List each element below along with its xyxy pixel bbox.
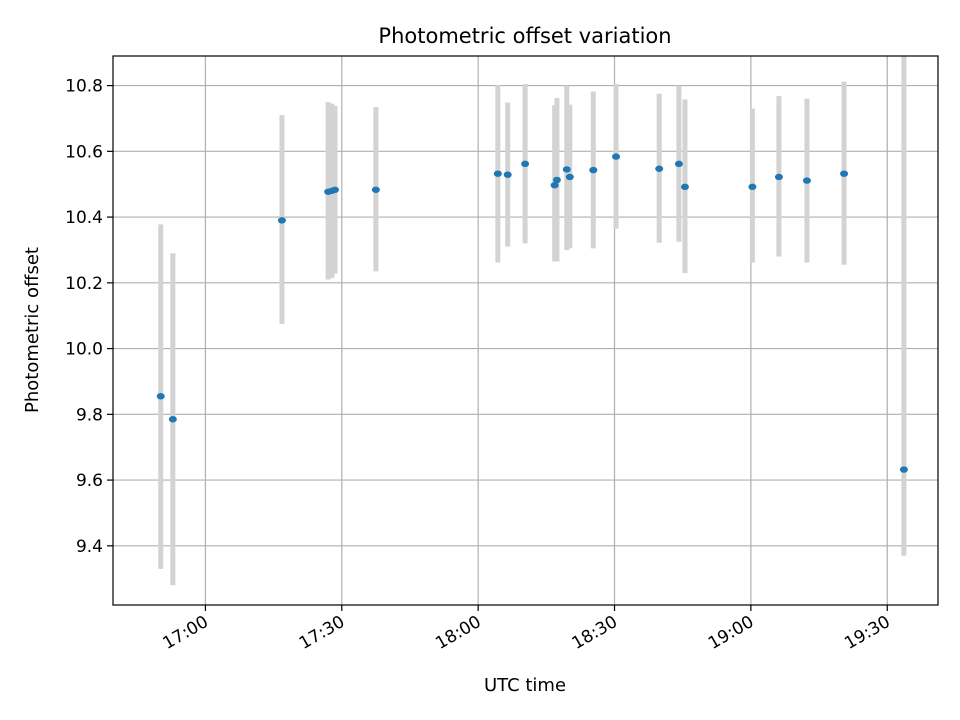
x-axis-title: UTC time	[484, 675, 566, 696]
data-point	[562, 166, 571, 173]
data-point	[493, 170, 502, 177]
data-points	[156, 153, 908, 473]
data-point	[612, 153, 621, 160]
data-point	[840, 170, 849, 177]
data-point	[156, 393, 165, 400]
data-point	[565, 173, 574, 181]
y-tick-label: 9.4	[76, 537, 103, 557]
data-point	[589, 166, 598, 174]
data-point	[168, 416, 177, 423]
data-point	[655, 165, 664, 172]
data-point	[899, 466, 908, 473]
data-point	[802, 177, 811, 184]
y-tick-label: 9.6	[76, 471, 103, 491]
data-point	[503, 171, 512, 178]
chart-title: Photometric offset variation	[378, 24, 671, 48]
data-point	[330, 186, 339, 193]
plot-frame	[112, 55, 939, 606]
data-point	[552, 176, 561, 184]
y-tick-label: 9.8	[76, 405, 103, 425]
data-point	[680, 183, 689, 191]
data-point	[774, 173, 783, 181]
y-tick-label: 10.8	[65, 77, 103, 97]
y-tick-label: 10.4	[65, 208, 103, 228]
y-axis-title: Photometric offset	[22, 247, 43, 413]
data-point	[550, 181, 559, 189]
y-tick-label: 10.0	[65, 340, 103, 360]
data-point	[277, 217, 286, 224]
data-point	[521, 160, 530, 168]
y-tick-label: 10.2	[65, 274, 103, 294]
y-axis-ticks: 9.4 9.6 9.8 10.0 10.2 10.4 10.6 10.8	[65, 77, 113, 557]
data-point	[674, 160, 683, 168]
y-tick-label: 10.6	[65, 142, 103, 162]
data-point	[748, 183, 757, 191]
data-point	[371, 186, 380, 193]
